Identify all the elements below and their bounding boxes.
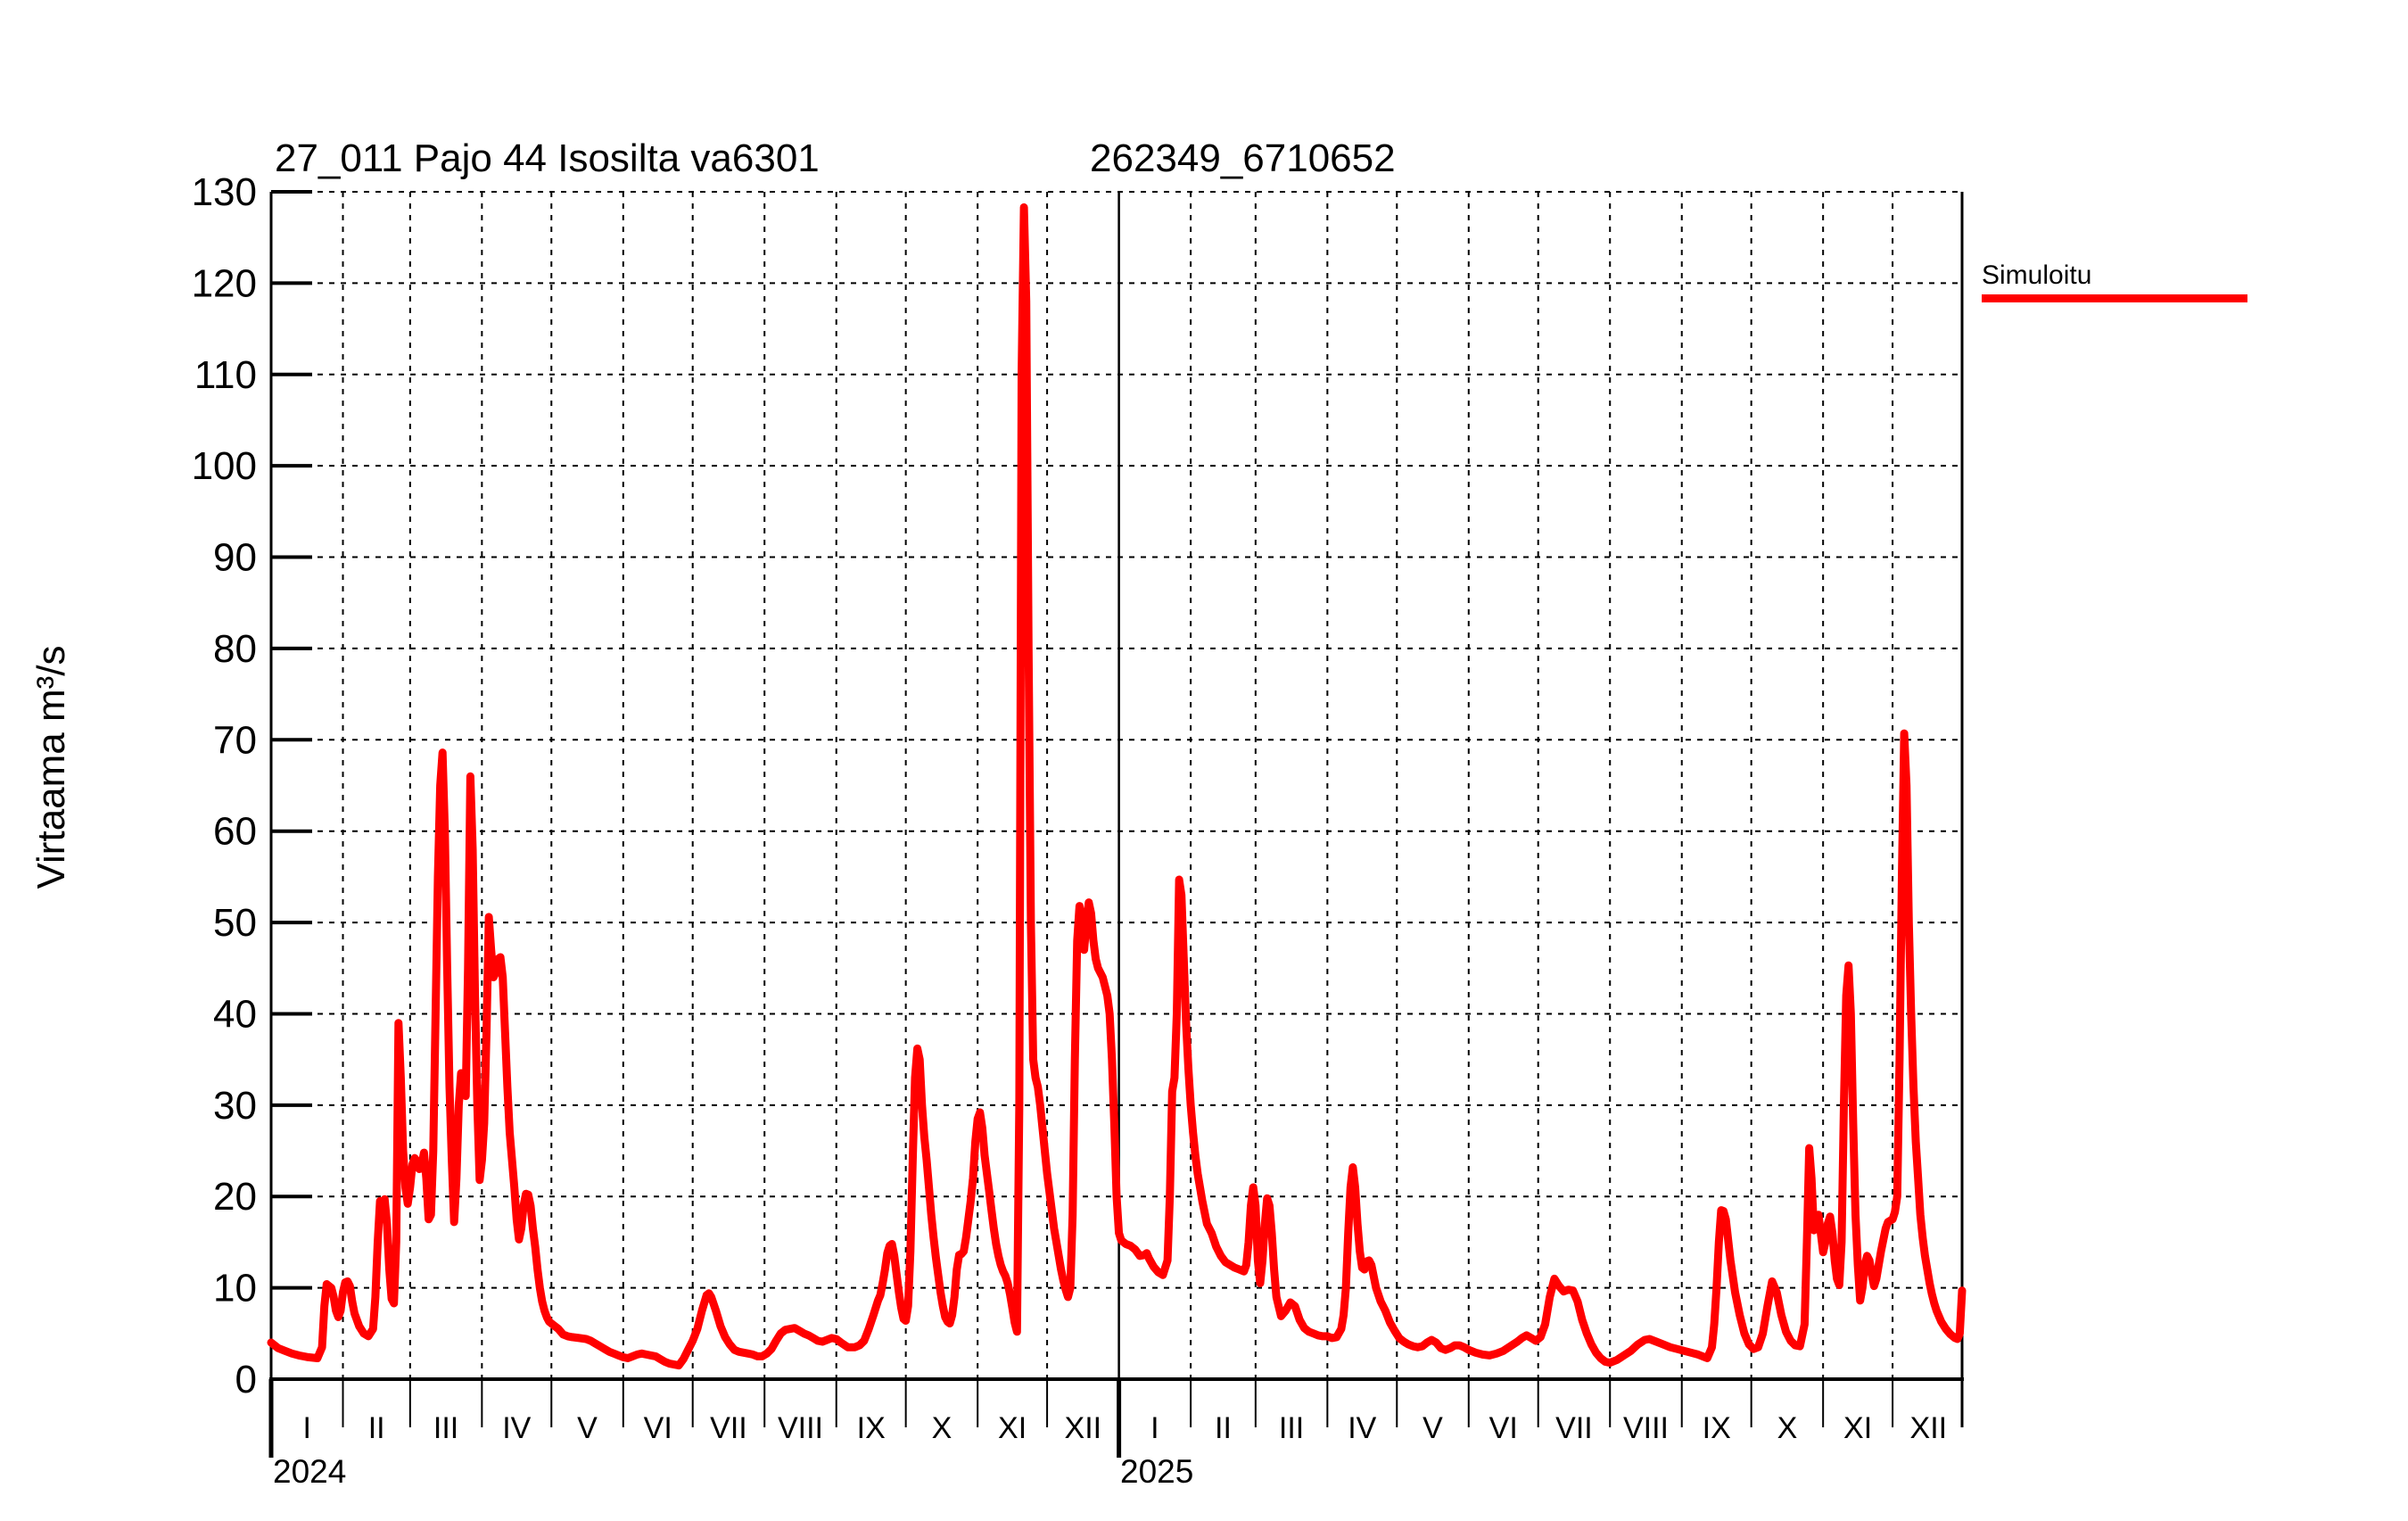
x-axis-ticks — [268, 1379, 1964, 1458]
year-label-2024: 2024 — [273, 1453, 346, 1490]
vertical-gridlines — [342, 192, 1894, 1379]
month-label-2024-VIII: VIII — [778, 1411, 823, 1445]
x-axis-month-labels: I II III IV V VI VII VIII IX X XI XII I II III IV V VI VII… — [303, 1411, 1948, 1445]
month-label-2024-XII: XII — [1065, 1411, 1102, 1445]
simulated-flow-curve — [267, 203, 1967, 1370]
y-tick-label-30: 30 — [213, 1084, 257, 1128]
month-label-2024-IX: IX — [857, 1411, 886, 1445]
y-tick-label-100: 100 — [192, 444, 257, 488]
y-tick-label-70: 70 — [213, 718, 257, 762]
legend-line-swatch — [1982, 294, 2247, 302]
month-label-2024-II: II — [368, 1411, 385, 1445]
y-tick-label-10: 10 — [213, 1267, 257, 1310]
y-axis-tick-labels: 0 10 20 30 40 50 60 70 80 90 100 110 120 130 — [192, 170, 257, 1401]
month-label-2025-IV: IV — [1348, 1411, 1376, 1445]
y-tick-label-40: 40 — [213, 992, 257, 1036]
year-label-2025: 2025 — [1120, 1453, 1193, 1490]
month-label-2025-I: I — [1150, 1411, 1159, 1445]
month-label-2024-VI: VI — [644, 1411, 672, 1445]
month-label-2024-III: III — [433, 1411, 458, 1445]
month-label-2025-II: II — [1215, 1411, 1232, 1445]
legend: Simuloitu — [1982, 260, 2247, 302]
y-tick-label-80: 80 — [213, 627, 257, 671]
y-tick-label-0: 0 — [235, 1358, 257, 1401]
month-label-2025-X: X — [1777, 1411, 1798, 1445]
month-label-2025-III: III — [1279, 1411, 1304, 1445]
y-axis-ticks — [271, 190, 312, 1290]
legend-label: Simuloitu — [1982, 260, 2091, 290]
y-tick-label-90: 90 — [213, 536, 257, 580]
month-label-2025-XII: XII — [1910, 1411, 1948, 1445]
y-tick-label-110: 110 — [194, 353, 257, 397]
chart-subtitle: 262349_6710652 — [1090, 136, 1396, 180]
y-tick-label-120: 120 — [192, 261, 257, 305]
month-label-2025-VI: VI — [1489, 1411, 1518, 1445]
month-label-2024-V: V — [577, 1411, 598, 1445]
y-tick-label-130: 130 — [192, 170, 257, 214]
y-tick-label-60: 60 — [213, 810, 257, 854]
chart-title: 27_011 Pajo 44 Isosilta va6301 — [275, 136, 820, 180]
month-label-2024-I: I — [303, 1411, 311, 1445]
month-label-2024-XI: XI — [998, 1411, 1027, 1445]
horizontal-gridlines — [271, 191, 1962, 1289]
month-label-2025-VII: VII — [1555, 1411, 1593, 1445]
month-label-2024-X: X — [932, 1411, 952, 1445]
month-label-2025-V: V — [1423, 1411, 1443, 1445]
y-tick-label-20: 20 — [213, 1175, 257, 1219]
y-axis-label: Virtaama m³/s — [29, 645, 73, 889]
month-label-2024-IV: IV — [502, 1411, 531, 1445]
month-label-2025-VIII: VIII — [1623, 1411, 1669, 1445]
y-tick-label-50: 50 — [213, 901, 257, 945]
month-label-2024-VII: VII — [710, 1411, 747, 1445]
month-label-2025-XI: XI — [1843, 1411, 1872, 1445]
month-label-2025-IX: IX — [1703, 1411, 1731, 1445]
